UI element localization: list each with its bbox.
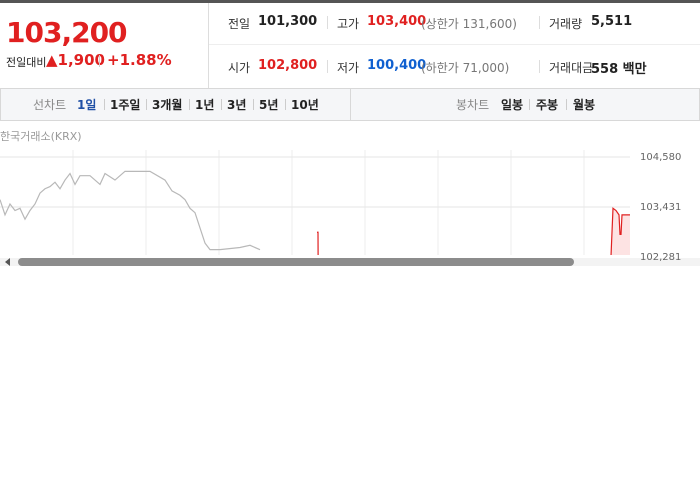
sep (189, 99, 190, 110)
tab[interactable]: 1년 (195, 98, 215, 112)
chart: 한국거래소(KRX) 104,580 103,431 102,281 (0, 130, 700, 270)
tab[interactable]: 주봉 (536, 98, 559, 112)
price-line (0, 170, 261, 251)
tab[interactable]: 일봉 (501, 98, 524, 112)
change: ▲1,900 (46, 51, 105, 69)
sep (146, 99, 147, 110)
sep (285, 99, 286, 110)
sep (221, 99, 222, 110)
stat-value: 102,800 (258, 58, 318, 73)
tab[interactable]: 5년 (259, 98, 279, 112)
stat-label: 거래량 (549, 17, 583, 31)
stat-label: 시가 (228, 61, 251, 75)
sep (327, 16, 328, 29)
stat-label: 전일 (228, 17, 251, 31)
y-tick-label: 103,431 (640, 202, 681, 213)
scroll-left[interactable] (5, 258, 10, 266)
stat-value: 558 백만 (591, 62, 647, 77)
top-border (0, 0, 700, 3)
stat-value: 100,400 (367, 58, 427, 73)
tab[interactable]: 3년 (227, 98, 247, 112)
y-tick-label: 102,281 (640, 252, 681, 263)
tab[interactable]: 1일 (77, 98, 97, 112)
stat-label: 고가 (337, 17, 360, 31)
price-line (317, 207, 630, 255)
up-arrow: ▲ (46, 51, 58, 69)
sep (99, 55, 100, 67)
change-value: 1,900 (57, 51, 105, 69)
sep (539, 60, 540, 73)
stat-value: 103,400 (367, 14, 427, 29)
stat-note: (상한가 131,600) (421, 17, 517, 31)
stat-note: (하한가 71,000) (421, 61, 510, 75)
sep (104, 99, 105, 110)
sep (529, 99, 530, 110)
tab[interactable]: 월봉 (573, 98, 596, 112)
row-line (209, 44, 700, 45)
scroll-thumb[interactable] (18, 258, 574, 266)
tab[interactable]: 10년 (291, 98, 319, 112)
sep (566, 99, 567, 110)
tab-group-label: 봉차트 (456, 98, 490, 112)
change-label: 전일대비 (6, 56, 47, 69)
source: 한국거래소(KRX) (0, 130, 82, 143)
price-area (611, 208, 630, 255)
stat-label: 저가 (337, 61, 360, 75)
change-rate: +1.88% (107, 51, 172, 69)
sep (253, 99, 254, 110)
tab-divider (350, 89, 351, 120)
y-tick-label: 104,580 (640, 152, 681, 163)
tab[interactable]: 3개월 (152, 98, 183, 112)
sep (327, 60, 328, 73)
price: 103,200 (6, 16, 128, 49)
divider (208, 3, 209, 88)
stat-label: 거래대금 (549, 61, 594, 75)
plot (0, 150, 630, 255)
stat-value: 5,511 (591, 14, 633, 29)
tab-group-label: 선차트 (33, 98, 67, 112)
stat-value: 101,300 (258, 14, 318, 29)
sep (539, 16, 540, 29)
tab[interactable]: 1주일 (110, 98, 141, 112)
